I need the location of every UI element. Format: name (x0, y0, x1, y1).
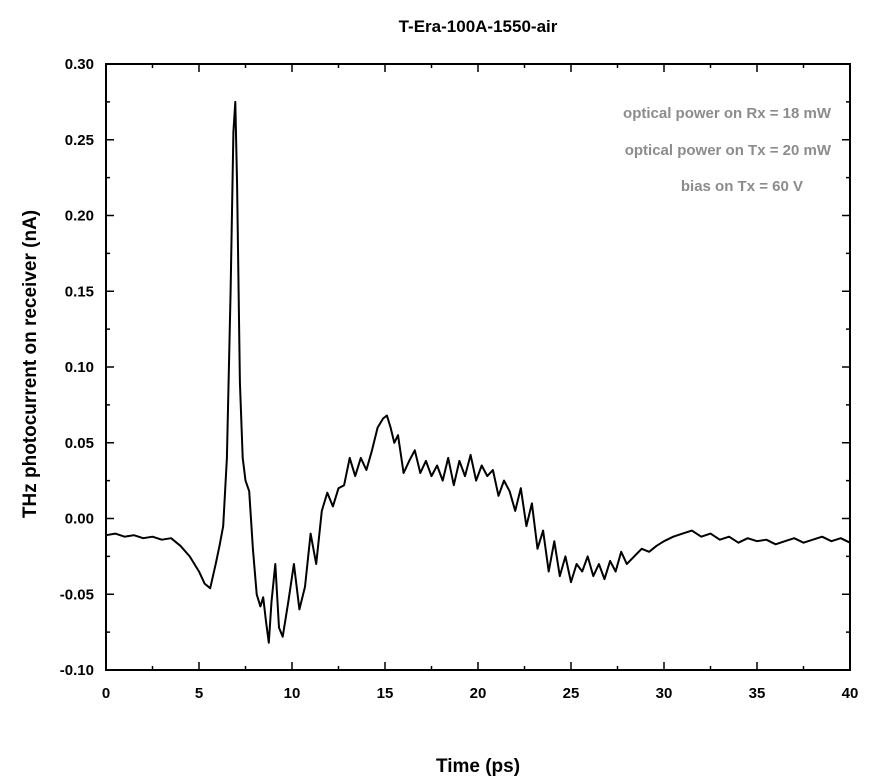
chart-title: T-Era-100A-1550-air (399, 17, 558, 36)
y-tick-label: -0.05 (60, 586, 94, 603)
y-tick-label: -0.10 (60, 662, 94, 679)
annotation-bias: bias on Tx = 60 V (681, 178, 803, 195)
x-tick-label: 0 (102, 685, 110, 702)
y-axis-label: THz photocurrent on receiver (nA) (20, 210, 41, 518)
annotation-tx-power: optical power on Tx = 20 mW (625, 142, 832, 159)
annotation-rx-power: optical power on Rx = 18 mW (623, 105, 832, 122)
x-tick-label: 20 (470, 685, 487, 702)
y-tick-label: 0.25 (65, 132, 94, 149)
x-tick-label: 15 (377, 685, 394, 702)
x-tick-label: 30 (656, 685, 673, 702)
y-tick-label: 0.10 (65, 359, 94, 376)
x-tick-label: 40 (842, 685, 859, 702)
y-tick-label: 0.05 (65, 435, 94, 452)
y-tick-label: 0.00 (65, 511, 94, 528)
x-tick-label: 10 (284, 685, 301, 702)
x-tick-label: 25 (563, 685, 580, 702)
y-tick-label: 0.15 (65, 283, 94, 300)
series-line-0 (105, 100, 851, 644)
y-tick-label: 0.30 (65, 56, 94, 73)
y-tick-label: 0.20 (65, 208, 94, 225)
x-tick-label: 5 (195, 685, 203, 702)
x-tick-label: 35 (749, 685, 766, 702)
plot-area: 0 5 10 15 20 25 30 35 40 -0.10 -0.05 0.00 0.05 0.10 0.… (60, 56, 859, 702)
x-axis-label: Time (ps) (436, 756, 520, 777)
